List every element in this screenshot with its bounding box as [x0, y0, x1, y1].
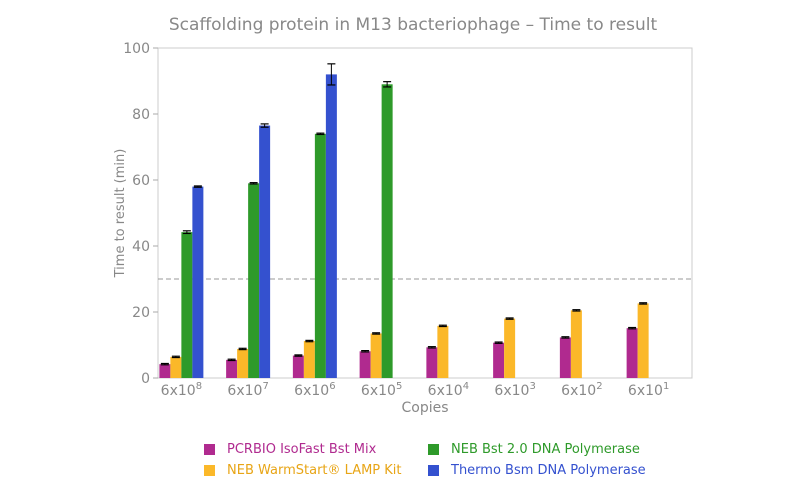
legend-swatch: [428, 444, 439, 455]
y-tick-label: 40: [132, 239, 150, 255]
y-axis-label: Time to result (min): [113, 149, 128, 279]
bar: [426, 347, 438, 378]
bar: [437, 325, 449, 378]
x-tick-label: 6x105: [361, 381, 402, 399]
bar: [626, 328, 638, 378]
legend-item: Thermo Bsm DNA Polymerase: [428, 463, 646, 478]
y-tick-label: 20: [132, 305, 150, 321]
legend-swatch: [204, 465, 215, 476]
legend-swatch: [428, 465, 439, 476]
legend-item: PCRBIO IsoFast Bst Mix: [204, 442, 376, 457]
bar: [493, 342, 505, 378]
legend-item: NEB WarmStart® LAMP Kit: [204, 463, 402, 478]
plot-frame: [157, 47, 693, 379]
bar: [314, 133, 326, 378]
bar: [292, 355, 304, 378]
bar: [637, 303, 649, 378]
bar: [359, 351, 371, 378]
bar: [570, 310, 582, 378]
y-tick-label: 80: [132, 107, 150, 123]
bar: [303, 341, 315, 378]
y-tick-label: 60: [132, 173, 150, 189]
bar: [159, 364, 171, 378]
bar: [559, 337, 571, 378]
legend-label: Thermo Bsm DNA Polymerase: [451, 463, 646, 478]
bar: [370, 333, 382, 378]
x-tick-label: 6x101: [628, 381, 669, 399]
y-tick-label: 0: [141, 371, 150, 387]
x-tick-label: 6x107: [227, 381, 268, 399]
legend-label: PCRBIO IsoFast Bst Mix: [227, 442, 377, 457]
chart-title: Scaffolding protein in M13 bacteriophage…: [169, 15, 658, 35]
bar: [381, 84, 393, 379]
bar: [170, 356, 182, 378]
bar: [192, 186, 204, 378]
x-tick-label: 6x106: [294, 381, 335, 399]
x-axis-label: Copies: [401, 400, 448, 416]
bar: [325, 74, 337, 379]
legend-label: NEB WarmStart® LAMP Kit: [227, 463, 402, 478]
legend-swatch: [204, 444, 215, 455]
x-tick-label: 6x104: [428, 381, 469, 399]
bar: [226, 359, 238, 378]
bar: [259, 125, 271, 378]
x-tick-label: 6x103: [494, 381, 535, 399]
bar: [504, 318, 516, 378]
x-tick-label: 6x108: [161, 381, 202, 399]
legend-label: NEB Bst 2.0 DNA Polymerase: [451, 442, 640, 457]
legend-item: NEB Bst 2.0 DNA Polymerase: [428, 442, 640, 457]
bar: [181, 232, 193, 378]
y-tick-label: 100: [123, 41, 150, 57]
bar: [248, 183, 260, 378]
x-tick-label: 6x102: [561, 381, 602, 399]
bar: [237, 348, 249, 378]
